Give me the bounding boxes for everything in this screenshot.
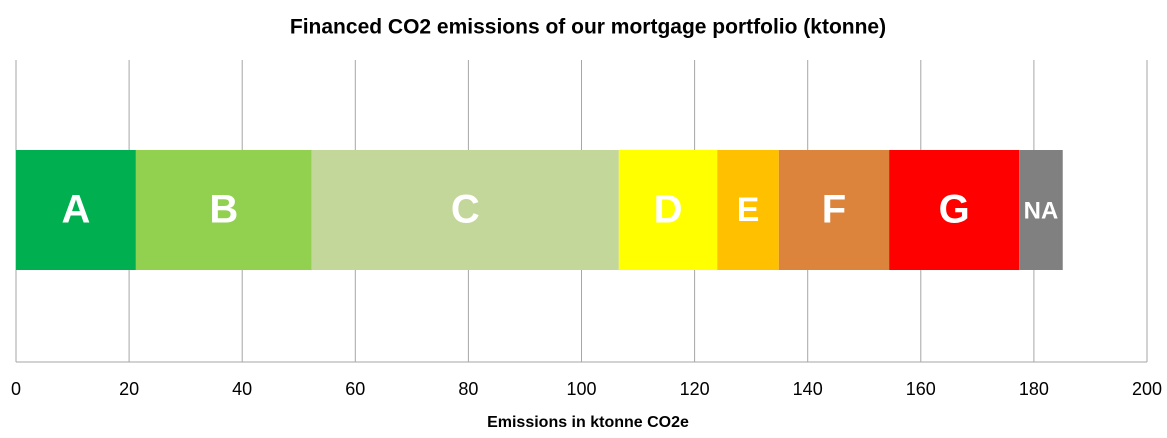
x-tick-label: 80 [458, 379, 478, 399]
chart-title: Financed CO2 emissions of our mortgage p… [290, 16, 886, 39]
bar-segment [618, 150, 718, 270]
bar-segment [135, 150, 312, 270]
segment-label: D [654, 188, 683, 232]
x-tick-label: 180 [1019, 379, 1049, 399]
bar-segment [889, 150, 1020, 270]
x-tick-label: 0 [11, 379, 21, 399]
x-tick-label: 100 [566, 379, 596, 399]
segment-label: E [737, 191, 760, 229]
x-tick-label: 40 [232, 379, 252, 399]
x-tick-label: 200 [1132, 379, 1162, 399]
segment-label: G [939, 188, 970, 232]
bar-segment [16, 150, 136, 270]
bar-segment [717, 150, 779, 270]
bar-segment [778, 150, 890, 270]
segment-label: C [451, 188, 480, 232]
x-tick-label: 160 [906, 379, 936, 399]
segment-label: B [209, 188, 238, 232]
x-tick-label: 120 [680, 379, 710, 399]
x-tick-label: 140 [793, 379, 823, 399]
x-tick-label: 20 [119, 379, 139, 399]
segment-label: NA [1024, 197, 1059, 224]
x-axis-label: Emissions in ktonne CO2e [487, 414, 689, 431]
bar-segment [311, 150, 619, 270]
segment-label: F [822, 188, 846, 232]
segment-label: A [61, 188, 90, 232]
x-tick-label: 60 [345, 379, 365, 399]
bar-segment [1019, 150, 1063, 270]
